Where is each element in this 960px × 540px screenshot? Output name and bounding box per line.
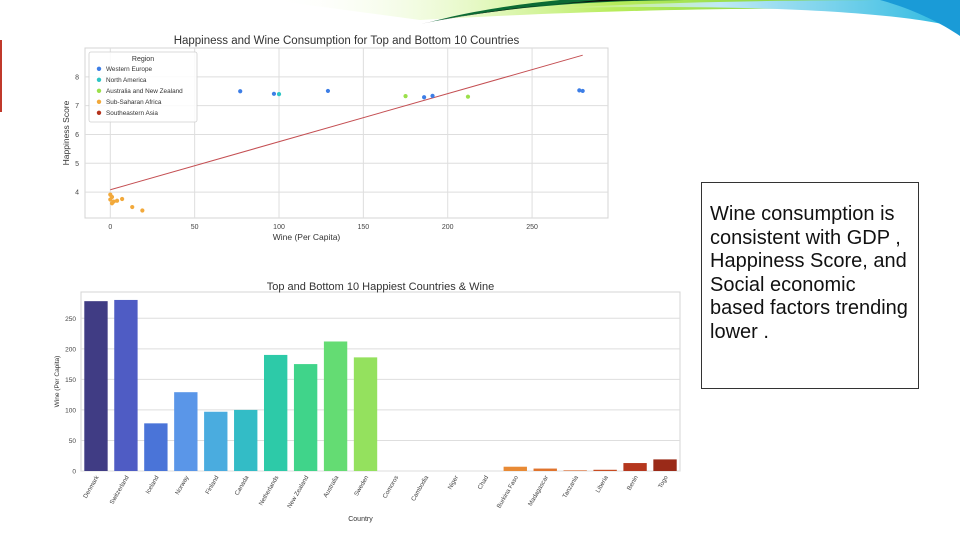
scatter-legend-label: Sub-Saharan Africa [106,99,162,106]
bar [114,299,138,471]
swoosh-blue [560,0,960,28]
scatter-legend-label: North America [106,77,147,84]
scatter-y-tick-label: 6 [75,132,79,139]
scatter-y-axis-label: Happiness Score [61,100,71,165]
bar [263,354,288,471]
scatter-point [422,95,427,100]
scatter-legend-marker [96,66,102,71]
scatter-point [580,88,585,94]
scatter-point [140,208,145,213]
bar-x-tick-label: Iceland [145,474,161,495]
scatter-y-tick-label: 4 [75,190,79,197]
scatter-point [276,92,282,97]
bar-x-tick-label: Liberia [595,474,611,494]
bar [144,423,168,471]
bar-y-tick-label: 200 [65,346,76,353]
bar-y-tick-label: 100 [65,407,76,414]
note-textbox: Wine consumption is consistent with GDP … [701,182,919,389]
scatter-legend-marker [96,110,102,116]
bar [234,409,258,471]
bar [84,301,108,471]
scatter-legend-marker [96,88,102,93]
scatter-point [238,89,243,94]
scatter-y-tick-label: 7 [75,103,79,110]
bar-x-tick-label: Norway [174,474,191,496]
header-swoosh-decoration [270,0,960,36]
bar [653,459,677,471]
bar [323,341,348,471]
bar-x-tick-label: Madagascar [527,475,550,508]
scatter-legend-marker [96,99,102,105]
scatter-point [130,204,135,210]
scatter-legend-label: Australia and New Zealand [106,88,183,95]
scatter-x-axis-label: Wine (Per Capita) [273,232,341,242]
left-accent-bar [0,40,2,112]
bar [503,466,527,471]
scatter-x-tick-label: 100 [273,224,285,231]
scatter-chart: 0 50 100 150 200 250 4 5 6 7 8 Happiness and Wine C… [61,35,609,242]
bar-x-tick-label: Canada [234,474,251,497]
scatter-legend-label: Southeastern Asia [106,110,158,117]
bar-y-axis-label: Wine (Per Capita) [54,356,61,408]
bar-x-tick-label: Comoros [382,475,401,500]
scatter-legend-marker [96,77,102,82]
bar-plot-area [80,291,681,472]
bar-x-tick-label: Tanzania [561,474,580,499]
swoosh-blue-tip [880,0,960,36]
scatter-point [120,196,125,202]
bar-x-tick-label: Sweden [353,474,371,497]
bar-y-tick-label: 250 [65,316,76,323]
bar-x-tick-label: Denmark [82,474,101,500]
scatter-x-tick-label: 0 [108,224,112,231]
bar [593,469,617,471]
bar-x-tick-label: Togo [657,474,670,490]
bar-x-tick-label: Netherlands [258,475,281,507]
scatter-x-tick-label: 150 [358,224,370,231]
bar-y-tick-label: 50 [69,438,77,445]
bar-y-tick-label: 150 [65,377,76,384]
bar-title: Top and Bottom 10 Happiest Countries & W… [267,281,494,293]
bar-x-tick-label: Benin [626,474,640,492]
bar-x-tick-label: Chad [477,474,491,491]
bar [204,411,228,471]
scatter-legend-label: Western Europe [106,66,153,73]
bar-x-axis-label: Country [348,516,373,523]
scatter-point [109,201,115,206]
bar [174,392,198,471]
bar [623,463,647,471]
bar-y-tick-label: 0 [72,469,76,476]
bar-x-tick-label: Burkina Faso [496,474,521,510]
scatter-legend-title: Region [132,56,154,63]
scatter-title: Happiness and Wine Consumption for Top a… [174,35,520,47]
bar [353,357,378,471]
bar-x-tick-label: New Zealand [286,474,311,510]
scatter-point [403,94,408,99]
scatter-x-tick-label: 250 [526,224,538,231]
scatter-point [465,94,471,99]
bar-x-tick-label: Niger [447,475,460,491]
bar-chart: 0 50 100 150 200 250 Top and Bottom 10 Happies… [54,281,681,523]
bar [293,364,318,471]
scatter-point [430,93,435,98]
scatter-trendline [110,54,583,191]
scatter-point [108,197,113,202]
scatter-point [325,88,331,94]
scatter-point [114,198,120,203]
bar-x-tick-label: Cambodia [410,474,430,502]
bar-x-tick-label: Australia [322,474,340,499]
scatter-legend-box [88,51,198,123]
note-text: Wine consumption is consistent with GDP … [710,203,908,343]
bar-x-tick-label: Switzerland [109,474,131,506]
scatter-y-tick-label: 8 [75,74,79,81]
bar [533,468,557,471]
scatter-y-tick-label: 5 [75,161,79,168]
scatter-point [577,88,582,93]
scatter-x-tick-label: 50 [191,224,199,231]
scatter-x-tick-label: 200 [442,224,454,231]
scatter-point [271,91,277,96]
bar [563,470,587,471]
bar-x-tick-label: Finland [204,474,220,496]
swoosh-dark-green [430,0,700,22]
